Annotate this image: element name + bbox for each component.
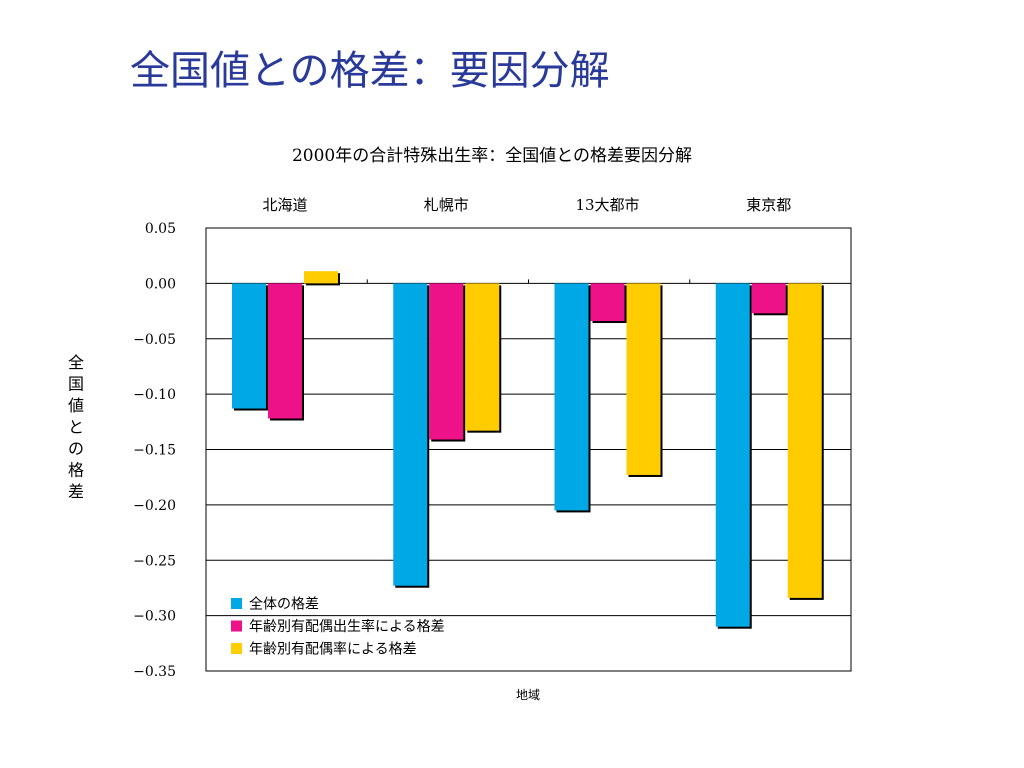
bar bbox=[590, 283, 625, 322]
y-tick-label: −0.05 bbox=[133, 332, 176, 348]
y-tick-label: −0.35 bbox=[133, 664, 176, 680]
slide-title: 全国値との格差：要因分解 bbox=[130, 48, 610, 94]
bar bbox=[268, 283, 302, 419]
legend-label: 年齢別有配偶率による格差 bbox=[249, 641, 417, 658]
category-label: 13大都市 bbox=[575, 196, 639, 214]
bar bbox=[465, 283, 500, 431]
bar bbox=[715, 283, 750, 627]
y-tick-label: −0.15 bbox=[133, 443, 176, 459]
y-axis-label-char: 値 bbox=[68, 396, 84, 415]
bar bbox=[429, 283, 464, 440]
y-axis-label-char: 全 bbox=[68, 353, 84, 372]
chart-title: 2000年の合計特殊出生率：全国値との格差要因分解 bbox=[292, 146, 692, 166]
y-axis-label-char: 国 bbox=[68, 375, 84, 394]
bar bbox=[787, 283, 822, 598]
legend-label: 年齢別有配偶出生率による格差 bbox=[249, 618, 445, 635]
y-tick-label: 0.00 bbox=[145, 276, 176, 292]
bar bbox=[751, 283, 786, 314]
legend-swatch bbox=[231, 643, 242, 654]
y-tick-labels: 0.05 0.00 −0.05 −0.10 −0.15 −0.20 −0.25 −0.30 −0… bbox=[133, 221, 176, 680]
y-axis-label: 全国値との格差 bbox=[68, 353, 84, 501]
bar bbox=[626, 283, 661, 475]
category-label: 北海道 bbox=[262, 196, 307, 214]
category-label: 札幌市 bbox=[424, 196, 469, 214]
y-axis-label-char: の bbox=[68, 439, 84, 458]
y-axis-label-char: 差 bbox=[68, 482, 84, 501]
y-tick-label: −0.20 bbox=[133, 498, 176, 514]
legend-label: 全体の格差 bbox=[249, 596, 319, 613]
legend-swatch bbox=[231, 598, 242, 609]
plot-frame bbox=[205, 227, 852, 672]
y-tick-label: 0.05 bbox=[145, 221, 176, 237]
category-labels: 北海道 札幌市 13大都市 東京都 bbox=[262, 196, 791, 214]
y-axis-label-char: と bbox=[68, 418, 84, 437]
bar bbox=[393, 283, 428, 586]
y-axis-label-char: 格 bbox=[68, 461, 84, 480]
bar bbox=[232, 283, 266, 409]
bar bbox=[304, 271, 338, 284]
bar bbox=[554, 283, 589, 511]
x-axis-label: 地域 bbox=[516, 688, 540, 702]
y-tick-label: −0.10 bbox=[133, 387, 176, 403]
y-tick-label: −0.30 bbox=[133, 609, 176, 625]
legend-swatch bbox=[231, 620, 242, 632]
category-label: 東京都 bbox=[746, 196, 791, 214]
y-tick-label: −0.25 bbox=[133, 553, 176, 569]
bars bbox=[232, 271, 824, 629]
